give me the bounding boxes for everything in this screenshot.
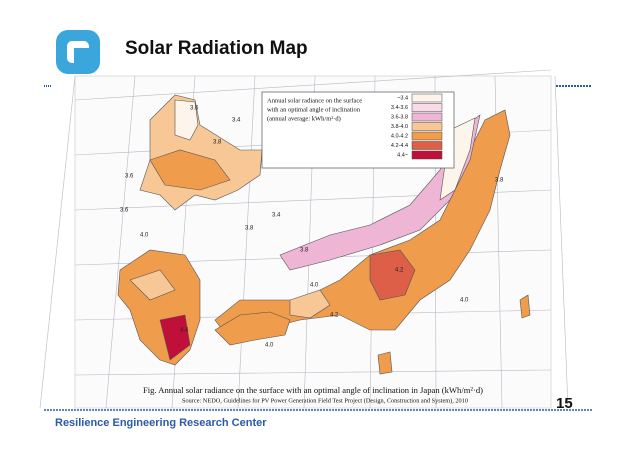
zone xyxy=(149,149,231,191)
legend-title: (annual average: kWh/m²·d) xyxy=(267,115,341,122)
map-label: 3.4 xyxy=(232,118,241,124)
map-label: 3.6 xyxy=(125,174,134,180)
map-label: 4.2 xyxy=(330,313,339,319)
legend-swatch xyxy=(411,112,443,122)
legend-title: with an optimal angle of inclination xyxy=(267,106,361,113)
legend-swatch xyxy=(411,122,443,131)
page-number: 15 xyxy=(556,395,573,412)
legend-label: 3.8-4.0 xyxy=(391,124,408,130)
map-label: 3.6 xyxy=(120,208,129,214)
map-grid xyxy=(74,69,552,101)
zone xyxy=(369,249,416,301)
map-label: 3.8 xyxy=(495,178,504,184)
map-label: 4.0 xyxy=(265,343,274,349)
zone xyxy=(129,269,176,301)
legend-swatch xyxy=(411,141,443,150)
figure-source: Source: NEDO, Guidelines for PV Power Ge… xyxy=(182,397,468,404)
map-label: 4.4 xyxy=(180,328,189,334)
map-grid xyxy=(105,75,136,409)
island xyxy=(519,294,531,319)
zone xyxy=(289,289,331,319)
slide-title: Solar Radiation Map xyxy=(125,38,308,59)
map-label: 4.2 xyxy=(395,268,404,274)
legend-label: ~3.4 xyxy=(397,95,408,101)
map-label: 3.4 xyxy=(272,213,281,219)
legend-swatch xyxy=(411,103,443,112)
map-grid xyxy=(237,75,256,409)
map-label: 3.8 xyxy=(213,140,222,146)
zone xyxy=(174,99,199,141)
legend-label: 3.4-3.6 xyxy=(391,105,408,111)
legend-label: 3.6-3.8 xyxy=(391,114,408,120)
map-label: 4.0 xyxy=(460,298,469,304)
map-label: 3.8 xyxy=(245,226,254,232)
legend-swatch xyxy=(411,131,443,141)
map-grid xyxy=(74,369,552,376)
legend-label: 4.2-4.4 xyxy=(391,143,408,149)
map-label: 3.8 xyxy=(300,248,309,254)
logo xyxy=(56,30,100,74)
figure-caption: Fig. Annual solar radiance on the surfac… xyxy=(143,385,483,395)
zone xyxy=(159,314,191,361)
map-label: 4.0 xyxy=(310,283,319,289)
map-grid xyxy=(554,75,569,409)
map: 3.6 3.4 3.8 3.6 3.6 3.4 3.8 4.0 3.8 4.0 4.2 4.4 4.0 3… xyxy=(39,69,569,409)
footer-text: Resilience Engineering Research Center xyxy=(55,417,267,429)
island xyxy=(377,351,393,375)
legend-title: Annual solar radiance on the surface xyxy=(267,97,362,104)
island xyxy=(214,311,291,346)
map-grid xyxy=(39,75,76,409)
legend-swatch xyxy=(411,93,443,103)
legend-label: 4.4~ xyxy=(397,152,408,158)
legend-swatch xyxy=(411,150,443,160)
legend-label: 4.0-4.2 xyxy=(391,133,408,139)
map-label: 3.6 xyxy=(190,106,199,112)
island xyxy=(214,109,511,341)
map-label: 4.0 xyxy=(140,233,149,239)
